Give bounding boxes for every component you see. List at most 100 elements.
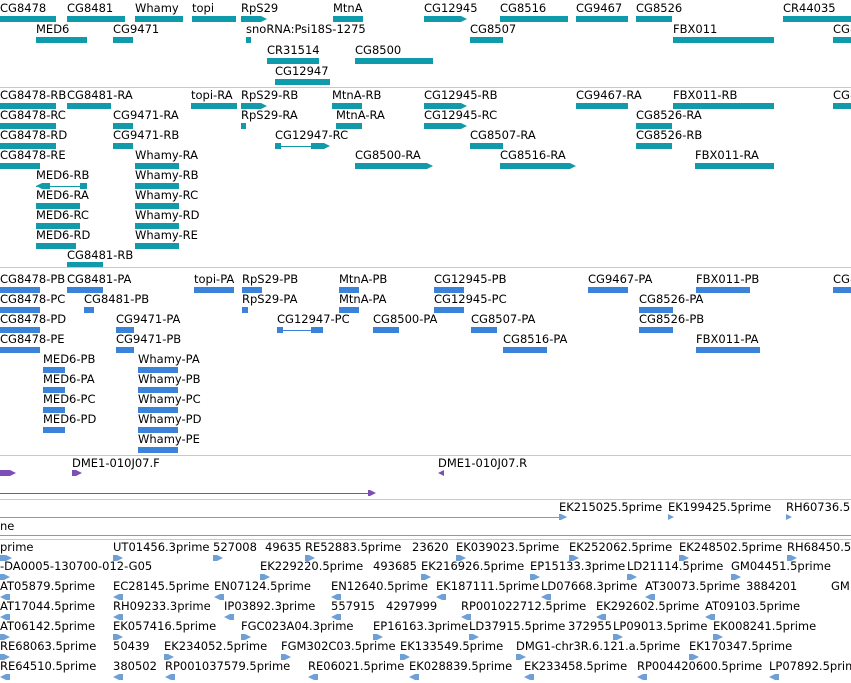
est-label[interactable]: prime — [0, 540, 34, 554]
transcript-label[interactable]: CG9471-RA — [113, 108, 179, 122]
protein-label[interactable]: CG8478-PE — [0, 332, 65, 346]
protein-glyph[interactable] — [696, 287, 750, 293]
est-glyph[interactable] — [421, 574, 431, 580]
gene-glyph[interactable] — [783, 16, 851, 22]
est-glyph[interactable] — [0, 674, 10, 680]
transcript-label[interactable]: MtnA-RA — [336, 108, 385, 122]
protein-label[interactable]: CG9467-PA — [588, 272, 653, 286]
protein-label[interactable]: MED6-PD — [43, 412, 97, 426]
protein-label[interactable]: CG12945-PC — [434, 292, 507, 306]
transcript-glyph[interactable] — [673, 103, 774, 109]
transcript-label[interactable]: FBX011-RB — [673, 88, 738, 102]
protein-glyph[interactable] — [339, 307, 359, 313]
transcript-label[interactable]: RpS29-RB — [241, 88, 299, 102]
gene-glyph[interactable] — [833, 37, 851, 43]
protein-label[interactable]: Whamy-PC — [138, 392, 201, 406]
est-glyph[interactable] — [596, 614, 606, 620]
transcript-glyph[interactable] — [80, 183, 87, 189]
protein-label[interactable]: CG12945-PB — [434, 272, 507, 286]
est-glyph[interactable] — [164, 654, 174, 660]
est-glyph[interactable] — [569, 555, 579, 561]
est-label[interactable]: EP15133.3prime — [530, 559, 626, 573]
protein-glyph[interactable] — [639, 327, 673, 333]
est-label[interactable]: 372955 — [568, 619, 612, 633]
protein-label[interactable]: CG8478-PB — [0, 272, 66, 286]
est-label[interactable]: EK252062.5prime — [569, 540, 673, 554]
protein-label[interactable]: MED6-PA — [43, 372, 95, 386]
transcript-label[interactable]: CG8481-RB — [67, 248, 134, 262]
protein-label[interactable]: CG8481-PB — [84, 292, 150, 306]
transcript-label[interactable]: CG12945-RB — [424, 88, 498, 102]
protein-glyph[interactable] — [43, 427, 65, 433]
gene-label[interactable]: CG8478 — [0, 1, 47, 15]
gene-glyph[interactable] — [113, 37, 133, 43]
est-label[interactable]: ne — [0, 519, 15, 533]
est-glyph[interactable] — [281, 654, 291, 660]
protein-label[interactable]: CG8481-PA — [67, 272, 132, 286]
est-glyph[interactable] — [0, 555, 12, 561]
gene-label[interactable]: snoRNA:Psi18S-1275 — [246, 22, 366, 36]
est-glyph[interactable] — [331, 614, 341, 620]
est-label[interactable]: RP001037579.5prime — [165, 659, 291, 673]
protein-glyph[interactable] — [138, 407, 178, 413]
transcript-label[interactable]: Whamy-RE — [135, 228, 198, 242]
protein-label[interactable]: Whamy-PD — [138, 412, 202, 426]
est-glyph[interactable] — [645, 594, 655, 600]
gene-glyph[interactable] — [67, 16, 125, 22]
protein-glyph[interactable] — [434, 287, 464, 293]
transcript-glyph[interactable] — [135, 183, 179, 189]
gene-glyph[interactable] — [267, 58, 319, 64]
transcript-glyph[interactable] — [424, 123, 467, 129]
est-glyph[interactable] — [637, 674, 647, 680]
est-label[interactable]: EK133549.5prime — [400, 639, 504, 653]
est-label[interactable]: -DA0005-130700-012-G05 — [0, 559, 153, 573]
protein-glyph[interactable] — [67, 287, 103, 293]
transcript-glyph[interactable] — [135, 243, 179, 249]
est-glyph[interactable] — [787, 555, 797, 561]
est-glyph[interactable] — [0, 574, 10, 580]
clone-end-glyph[interactable] — [368, 490, 376, 496]
gene-label[interactable]: CG8500 — [355, 43, 402, 57]
transcript-glyph[interactable] — [0, 123, 56, 129]
protein-glyph[interactable] — [194, 287, 234, 293]
est-label[interactable]: EK216926.5prime — [421, 559, 525, 573]
est-label[interactable]: LP09013.5prime — [613, 619, 708, 633]
protein-label[interactable]: MtnA-PA — [339, 292, 387, 306]
transcript-label[interactable]: MtnA-RB — [332, 88, 382, 102]
protein-label[interactable]: MED6-PB — [43, 352, 96, 366]
est-glyph[interactable] — [213, 555, 223, 561]
protein-label[interactable]: RpS29-PA — [242, 292, 298, 306]
est-label[interactable]: AT05879.5prime — [0, 579, 96, 593]
est-glyph[interactable] — [668, 514, 674, 520]
est-glyph[interactable] — [260, 574, 270, 580]
transcript-label[interactable]: CG8500-RA — [355, 148, 421, 162]
transcript-glyph[interactable] — [695, 163, 774, 169]
gene-glyph[interactable] — [355, 58, 433, 64]
est-glyph[interactable] — [461, 614, 471, 620]
clone-label[interactable]: DME1-010J07.F — [72, 456, 160, 470]
gene-glyph[interactable] — [424, 16, 467, 22]
protein-label[interactable]: CG8478-PC — [0, 292, 66, 306]
est-glyph[interactable] — [769, 674, 779, 680]
transcript-label[interactable]: MED6-RD — [36, 228, 91, 242]
gene-label[interactable]: CG9471 — [113, 22, 160, 36]
transcript-glyph[interactable] — [311, 143, 330, 149]
est-label[interactable]: GM — [831, 579, 850, 593]
protein-label[interactable]: FBX011-PB — [696, 272, 760, 286]
est-glyph[interactable] — [113, 634, 123, 640]
gene-label[interactable]: CG12945 — [424, 1, 478, 15]
est-label[interactable]: 49635 — [265, 540, 302, 554]
gene-glyph[interactable] — [333, 16, 363, 22]
protein-glyph[interactable] — [503, 347, 547, 353]
est-glyph[interactable] — [305, 555, 315, 561]
est-label[interactable]: AT06142.5prime — [0, 619, 96, 633]
protein-glyph[interactable] — [43, 387, 65, 393]
protein-label[interactable]: CG8 — [833, 272, 851, 286]
protein-glyph[interactable] — [0, 347, 40, 353]
est-glyph[interactable] — [705, 614, 715, 620]
est-label[interactable]: 4297999 — [386, 599, 438, 613]
est-label[interactable]: IP03892.3prime — [224, 599, 316, 613]
transcript-label[interactable]: CG8526-RB — [636, 128, 703, 142]
est-glyph[interactable] — [0, 654, 10, 660]
transcript-glyph[interactable] — [113, 123, 133, 129]
